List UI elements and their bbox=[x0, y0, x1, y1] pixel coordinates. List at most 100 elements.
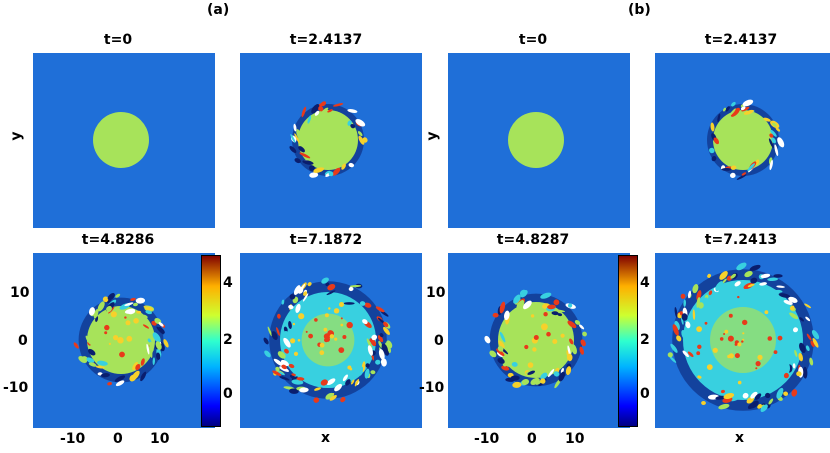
vortex-blob bbox=[276, 327, 280, 336]
vortex-blob bbox=[320, 379, 328, 386]
interior-blob bbox=[333, 308, 340, 314]
vortex-blob bbox=[309, 165, 315, 171]
vortex-blob bbox=[347, 109, 358, 113]
interior-blob bbox=[734, 343, 738, 346]
vortex-blob bbox=[520, 289, 528, 298]
vortex-blob bbox=[579, 346, 584, 355]
vortex-blob bbox=[386, 340, 393, 349]
vortex-blob bbox=[303, 291, 308, 296]
vortex-blob bbox=[293, 123, 297, 132]
vortex-blob bbox=[267, 326, 272, 337]
vortex-blob bbox=[281, 299, 285, 305]
vortex-blob bbox=[783, 391, 789, 396]
vortex-blob bbox=[127, 308, 136, 315]
y-tick: 0 bbox=[18, 333, 28, 349]
vortex-blob bbox=[760, 273, 771, 279]
y-axis-label-a: y bbox=[8, 131, 25, 141]
vortex-blob bbox=[750, 400, 759, 409]
vortex-blob bbox=[384, 342, 392, 354]
vortex-blob bbox=[773, 274, 783, 278]
vortex-blob bbox=[763, 117, 771, 122]
vortex-blob bbox=[790, 305, 795, 311]
vortex-blob bbox=[158, 326, 165, 334]
interior-blob bbox=[319, 342, 325, 348]
vortex-blob bbox=[358, 135, 365, 145]
vortex-blob bbox=[313, 397, 320, 403]
interior-blob bbox=[757, 354, 763, 360]
interior-blob bbox=[117, 337, 124, 344]
interior-blob bbox=[342, 335, 347, 339]
vortex-blob bbox=[291, 373, 296, 377]
vortex-blob bbox=[294, 133, 300, 144]
vortex-blob bbox=[314, 110, 320, 116]
colorbar-gradient bbox=[201, 255, 221, 427]
vortex-blob bbox=[327, 109, 333, 113]
vortex-blob bbox=[810, 340, 815, 348]
vortex-blob bbox=[325, 282, 330, 287]
vortex-blob bbox=[674, 306, 678, 318]
x-tick: 10 bbox=[150, 431, 170, 447]
panel-a2 bbox=[240, 53, 422, 228]
vortex-blob bbox=[263, 337, 269, 345]
vortex-blob bbox=[788, 296, 798, 303]
y-tick: -10 bbox=[419, 380, 445, 396]
vortex-blob bbox=[521, 379, 530, 385]
vortex-blob bbox=[736, 174, 747, 180]
vortex-blob bbox=[777, 137, 785, 148]
vortex-blob bbox=[789, 312, 799, 320]
colorbar-tick: 2 bbox=[640, 332, 650, 348]
vortex-blob bbox=[547, 304, 556, 310]
y-tick: 0 bbox=[434, 333, 444, 349]
vortex-blob bbox=[326, 290, 336, 296]
vortex-blob bbox=[540, 378, 546, 384]
colorbar-tick: 0 bbox=[640, 386, 650, 402]
vortex-blob bbox=[799, 317, 805, 322]
vortex-blob bbox=[144, 306, 154, 311]
vortex-blob bbox=[522, 300, 532, 310]
vortex-blob bbox=[107, 293, 115, 301]
vortex-blob bbox=[709, 147, 715, 154]
vortex-blob bbox=[288, 321, 292, 329]
panel-a4 bbox=[240, 253, 422, 428]
x-axis-label-a: x bbox=[321, 430, 331, 446]
vortex-blob bbox=[775, 127, 781, 132]
interior-blob bbox=[298, 313, 305, 320]
vortex-blob bbox=[750, 277, 758, 284]
vortex-blob bbox=[302, 293, 309, 302]
vortex-blob bbox=[367, 345, 373, 356]
panel-title-b1: t=0 bbox=[518, 32, 548, 48]
vortex-blob bbox=[501, 365, 510, 371]
interior-blob bbox=[340, 317, 343, 320]
vortex-blob bbox=[754, 393, 762, 400]
interior-blob bbox=[110, 311, 117, 318]
interior-blob bbox=[546, 331, 551, 337]
vortex-blob bbox=[378, 349, 385, 360]
vortex-blob bbox=[566, 350, 569, 357]
vortex-blob bbox=[723, 107, 726, 112]
vortex-blob bbox=[133, 302, 138, 307]
y-tick: 10 bbox=[10, 285, 30, 301]
interior-blob bbox=[338, 347, 345, 353]
interior-blob bbox=[104, 331, 108, 335]
vortex-blob bbox=[322, 107, 329, 113]
interior-blob bbox=[308, 333, 313, 339]
interior-blob bbox=[133, 318, 139, 324]
vortex-blob bbox=[383, 321, 389, 328]
vortex-blob bbox=[87, 341, 91, 346]
vortex-blob bbox=[667, 352, 673, 358]
vortex-blob bbox=[275, 366, 280, 371]
vortex-blob bbox=[364, 302, 372, 308]
vortex-blob bbox=[769, 133, 774, 138]
vortex-blob bbox=[685, 321, 691, 329]
vortex-blob bbox=[152, 332, 161, 343]
panel-canvas bbox=[448, 253, 630, 428]
x-tick: 10 bbox=[565, 431, 585, 447]
vortex-blob bbox=[291, 379, 304, 385]
vortex-blob bbox=[100, 373, 110, 378]
vortex-blob bbox=[293, 285, 301, 296]
interior-blob bbox=[724, 329, 729, 334]
panel-title-a1: t=0 bbox=[103, 32, 133, 48]
vortex-blob bbox=[138, 314, 144, 317]
vortex-blob bbox=[680, 293, 686, 299]
vortex-blob bbox=[332, 103, 344, 107]
